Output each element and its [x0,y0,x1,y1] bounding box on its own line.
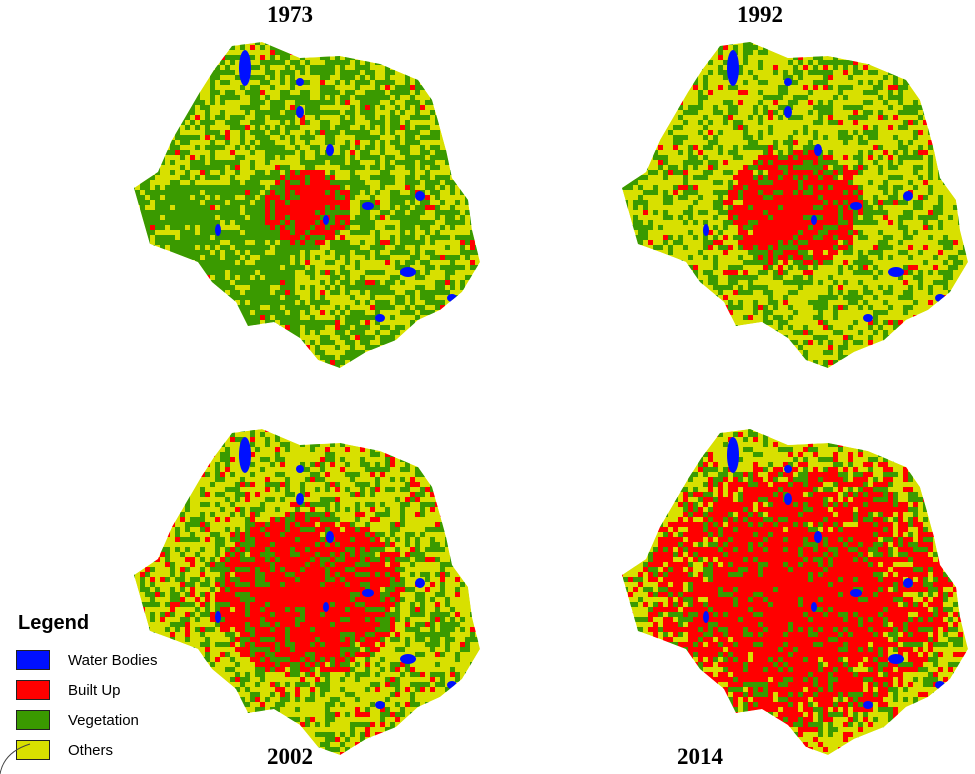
water-body [296,106,304,118]
map-canvas-1973 [134,42,480,368]
water-body [784,493,792,505]
legend-label-built-up: Built Up [68,681,121,699]
water-body [447,681,457,689]
legend-item-built-up: Built Up [16,675,157,705]
water-body [850,202,862,210]
water-body [811,215,817,225]
water-body [362,202,374,210]
map-canvas-1992 [622,42,968,368]
water-body [811,602,817,612]
water-body [296,78,304,86]
water-body [703,224,709,236]
water-body [863,701,873,709]
legend-swatch-built-up [16,680,50,700]
water-body [784,465,792,473]
water-body [935,294,945,302]
corner-arc-decoration [0,743,31,774]
legend-item-vegetation: Vegetation [16,705,157,735]
water-body [814,144,822,156]
water-body [400,654,416,664]
water-body [239,437,251,473]
map-canvas-2002 [134,429,480,755]
water-body [888,654,904,664]
water-body [727,50,739,86]
map-canvas-2014 [622,429,968,755]
water-body [215,611,221,623]
water-body [447,294,457,302]
water-body [814,531,822,543]
legend-swatch-water-bodies [16,650,50,670]
water-body [784,78,792,86]
water-body [326,144,334,156]
land-use-map-2014 [488,387,975,774]
water-body [362,589,374,597]
water-body [326,531,334,543]
water-body [903,578,913,588]
land-use-map-2002 [0,387,487,774]
legend-label-vegetation: Vegetation [68,711,139,729]
water-body [415,578,425,588]
water-body [727,437,739,473]
year-label-2002: 2002 [267,744,313,769]
water-body [888,267,904,277]
legend-item-water-bodies: Water Bodies [16,645,157,675]
year-label-1973: 1973 [267,2,313,27]
water-body [323,602,329,612]
water-body [375,314,385,322]
land-use-map-1992 [488,0,975,387]
water-body [400,267,416,277]
legend-label-water-bodies: Water Bodies [68,651,158,669]
year-label-1992: 1992 [737,2,783,27]
year-label-2014: 2014 [677,744,723,769]
water-body [239,50,251,86]
water-body [415,191,425,201]
water-body [935,681,945,689]
water-body [703,611,709,623]
water-body [850,589,862,597]
water-body [903,191,913,201]
water-body [215,224,221,236]
water-body [863,314,873,322]
legend-swatch-vegetation [16,710,50,730]
water-body [375,701,385,709]
water-body [296,465,304,473]
legend-title: Legend [18,612,90,634]
water-body [323,215,329,225]
water-body [784,106,792,118]
land-use-map-1973 [0,0,487,387]
legend-label-others: Others [68,741,114,759]
water-body [296,493,304,505]
